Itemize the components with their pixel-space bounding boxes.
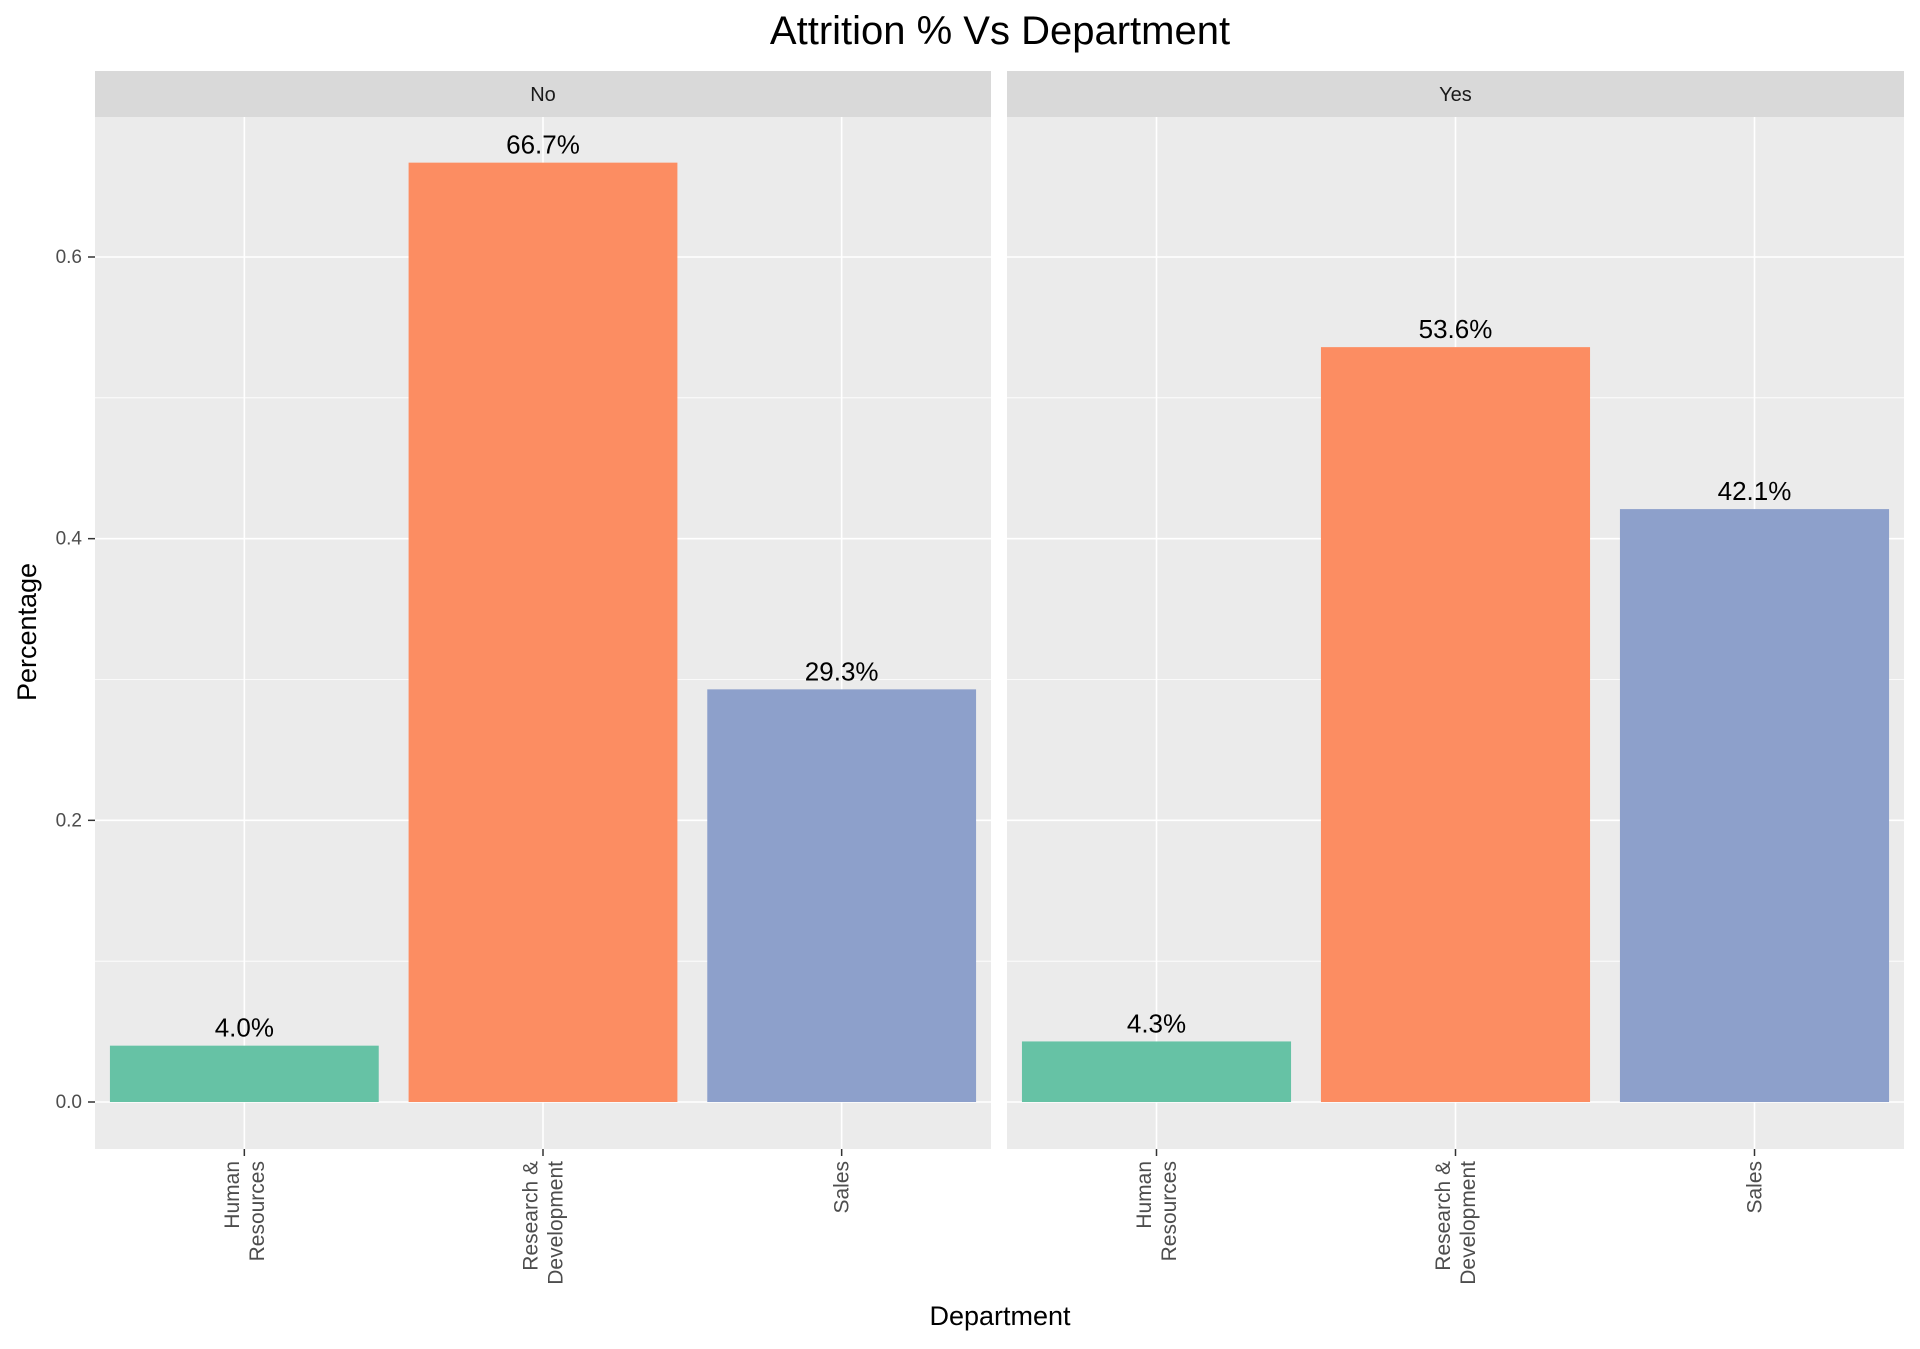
x-tick-label: Development: [1457, 1161, 1480, 1285]
y-tick-label: 0.2: [56, 810, 82, 831]
bar: [1320, 347, 1591, 1103]
bar-value-label: 4.3%: [1127, 1008, 1186, 1038]
bar: [707, 689, 977, 1102]
bar: [408, 162, 678, 1102]
y-tick-label: 0.0: [56, 1092, 82, 1113]
chart-title: Attrition % Vs Department: [770, 9, 1230, 53]
y-tick-label: 0.6: [56, 247, 82, 268]
x-tick-label: Research &: [520, 1161, 543, 1271]
bar: [1021, 1041, 1292, 1102]
panel-no: No 4.0% 66.7% 29.3% Human Resources Research &…: [95, 71, 991, 1285]
x-tick-label: Human: [221, 1161, 244, 1229]
bar-value-label: 29.3%: [805, 656, 879, 686]
panel-yes: Yes 4.3% 53.6% 42.1% Human Resources Research …: [1007, 71, 1904, 1285]
x-tick-label: Resources: [246, 1161, 269, 1261]
bar: [109, 1045, 379, 1102]
bar-value-label: 66.7%: [506, 130, 580, 160]
facet-strip: [1007, 71, 1904, 117]
x-tick-label: Human: [1133, 1161, 1156, 1229]
facet-strip-label: No: [530, 84, 556, 106]
x-tick-label: Development: [545, 1161, 568, 1285]
x-axis-title: Department: [929, 1301, 1071, 1331]
bar: [1619, 509, 1890, 1102]
x-tick-label: Sales: [1744, 1161, 1767, 1214]
bar-value-label: 4.0%: [215, 1013, 274, 1043]
x-tick-label: Research &: [1432, 1161, 1455, 1271]
facet-strip-label: Yes: [1439, 84, 1472, 106]
facet-strip: [95, 71, 991, 117]
y-tick-label: 0.4: [56, 529, 83, 550]
x-tick-label: Resources: [1158, 1161, 1181, 1261]
x-tick-label: Sales: [831, 1161, 854, 1214]
y-axis-title: Percentage: [12, 563, 42, 701]
bar-value-label: 53.6%: [1419, 314, 1493, 344]
bar-value-label: 42.1%: [1718, 476, 1792, 506]
